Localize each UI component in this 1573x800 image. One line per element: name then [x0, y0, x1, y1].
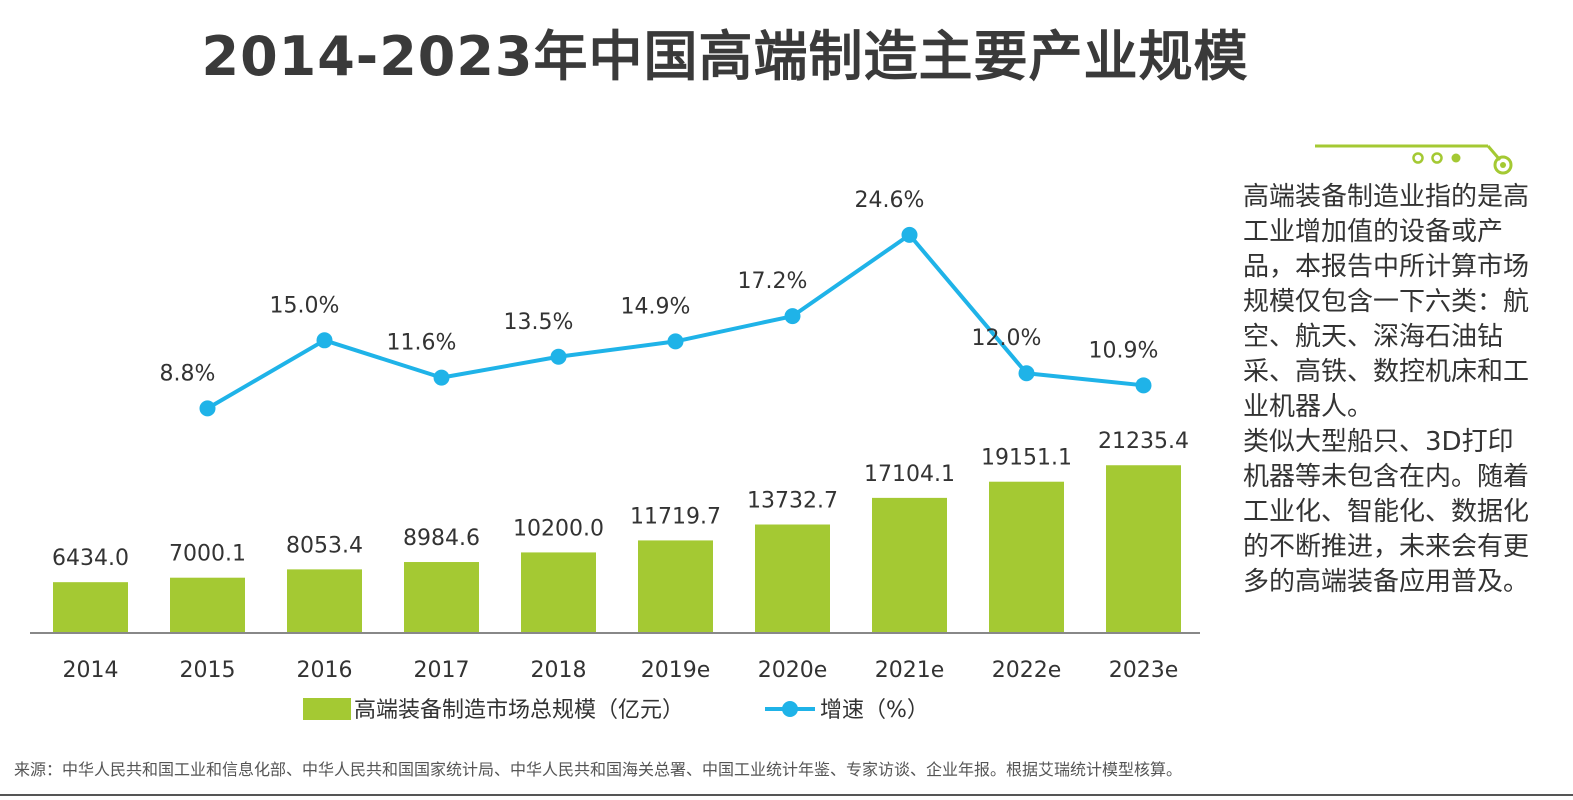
bar-2019e	[638, 540, 713, 633]
chart-title: 2014-2023年中国高端制造主要产业规模	[201, 25, 1249, 88]
bar-value-label: 21235.4	[1098, 429, 1189, 454]
bar-2022e	[989, 481, 1064, 633]
bar-value-label: 13732.7	[747, 489, 838, 514]
x-tick-label: 2017	[414, 658, 470, 683]
growth-point-2021e	[901, 226, 918, 243]
x-tick-label: 2018	[531, 658, 587, 683]
x-tick-label: 2014	[63, 658, 119, 683]
bottom-divider	[0, 794, 1573, 796]
growth-value-label: 17.2%	[738, 269, 808, 294]
growth-value-label: 8.8%	[160, 361, 216, 386]
growth-point-2015	[199, 400, 216, 417]
growth-line-series	[199, 226, 1152, 417]
growth-value-label: 10.9%	[1089, 338, 1159, 363]
growth-value-label: 12.0%	[972, 326, 1042, 351]
bar-2018	[521, 552, 596, 633]
growth-point-2016	[316, 332, 333, 349]
growth-line	[206, 232, 1144, 411]
source-note: 来源：中华人民共和国工业和信息化部、中华人民共和国国家统计局、中华人民共和国海关…	[14, 760, 1183, 779]
bar-series	[53, 465, 1181, 633]
growth-point-2023e	[1135, 377, 1152, 394]
legend-line-marker	[782, 701, 798, 717]
growth-point-2020e	[784, 308, 801, 325]
bar-value-label: 8053.4	[286, 533, 363, 558]
decorative-dots-icon	[1315, 144, 1513, 175]
side-note-text: 高端装备制造业指的是高工业增加值的设备或产品，本报告中所计算市场规模仅包含一下六…	[1243, 182, 1530, 597]
legend-line-label: 增速（%）	[820, 698, 929, 723]
x-tick-label: 2023e	[1109, 658, 1179, 683]
bar-value-label: 8984.6	[403, 526, 480, 551]
bar-value-label: 7000.1	[169, 542, 246, 567]
bar-value-label: 6434.0	[52, 546, 129, 571]
bar-2023e	[1106, 465, 1181, 633]
bar-value-label: 10200.0	[513, 516, 604, 541]
bar-value-label: 19151.1	[981, 446, 1072, 471]
growth-value-label: 24.6%	[855, 188, 925, 213]
growth-point-2019e	[667, 333, 684, 350]
x-tick-label: 2015	[180, 658, 236, 683]
growth-value-label: 11.6%	[387, 331, 457, 356]
x-tick-label: 2019e	[641, 658, 711, 683]
growth-point-2018	[550, 348, 567, 365]
legend-bar-label: 高端装备制造市场总规模（亿元）	[354, 698, 684, 723]
x-tick-label: 2016	[297, 658, 353, 683]
growth-value-label: 14.9%	[621, 294, 691, 319]
bar-value-labels: 6434.0 7000.1 8053.4 8984.6 10200.0 11719.7 13…	[52, 429, 1189, 571]
growth-value-labels: 8.8% 15.0% 11.6% 13.5% 14.9% 17.2% 24.6% 12.0% 1…	[160, 188, 1159, 386]
bar-2017	[404, 562, 479, 633]
x-tick-label: 2022e	[992, 658, 1062, 683]
bar-value-label: 11719.7	[630, 504, 721, 529]
bar-2016	[287, 569, 362, 633]
growth-value-label: 13.5%	[504, 310, 574, 335]
bar-value-label: 17104.1	[864, 462, 955, 487]
x-tick-label: 2021e	[875, 658, 945, 683]
growth-point-2017	[433, 369, 450, 386]
legend-bar-swatch	[303, 698, 351, 720]
legend: 高端装备制造市场总规模（亿元） 增速（%）	[303, 698, 929, 723]
bar-2014	[53, 582, 128, 633]
x-tick-labels: 2014 2015 2016 2017 2018 2019e 2020e 2021e 2022e…	[63, 658, 1179, 683]
growth-value-label: 15.0%	[270, 293, 340, 318]
growth-point-2022e	[1018, 365, 1035, 382]
bar-2020e	[755, 524, 830, 633]
bar-2015	[170, 577, 245, 633]
x-tick-label: 2020e	[758, 658, 828, 683]
bar-2021e	[872, 497, 947, 633]
